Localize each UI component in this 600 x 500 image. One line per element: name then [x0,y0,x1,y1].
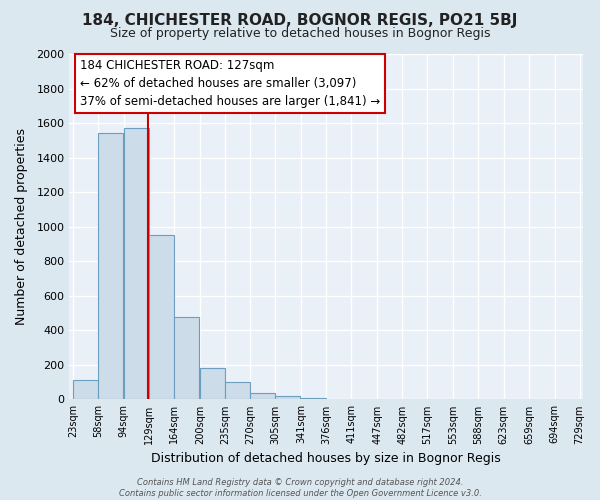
Text: Size of property relative to detached houses in Bognor Regis: Size of property relative to detached ho… [110,28,490,40]
Bar [73,380,98,400]
Bar [124,128,149,400]
Bar [225,382,250,400]
Bar [98,134,123,400]
Y-axis label: Number of detached properties: Number of detached properties [15,128,28,325]
X-axis label: Distribution of detached houses by size in Bognor Regis: Distribution of detached houses by size … [151,452,501,465]
Bar [149,236,174,400]
Bar [174,318,199,400]
Bar [200,368,225,400]
Text: 184, CHICHESTER ROAD, BOGNOR REGIS, PO21 5BJ: 184, CHICHESTER ROAD, BOGNOR REGIS, PO21… [82,12,518,28]
Bar [301,398,326,400]
Bar [275,396,301,400]
Text: 184 CHICHESTER ROAD: 127sqm
← 62% of detached houses are smaller (3,097)
37% of : 184 CHICHESTER ROAD: 127sqm ← 62% of det… [80,59,380,108]
Bar [250,394,275,400]
Text: Contains HM Land Registry data © Crown copyright and database right 2024.
Contai: Contains HM Land Registry data © Crown c… [119,478,481,498]
